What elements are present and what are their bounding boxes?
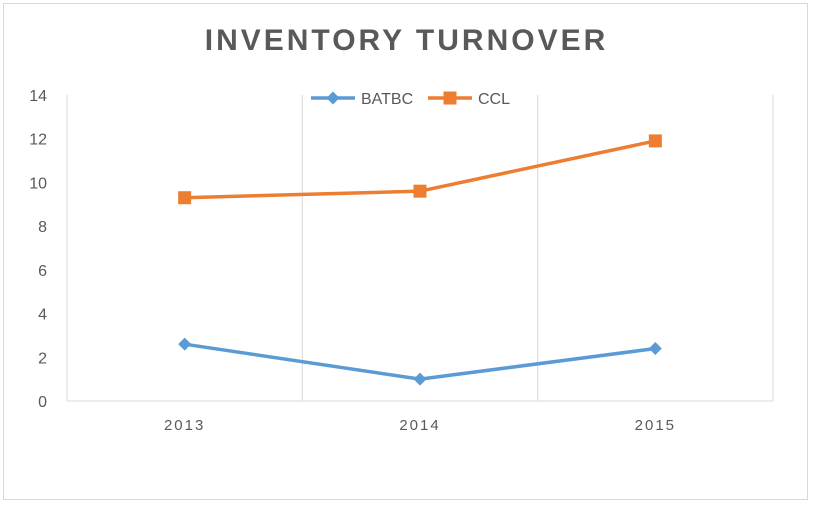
y-tick-label: 14 — [29, 88, 47, 105]
legend: BATBC CCL — [311, 91, 510, 108]
legend-marker-ccl — [443, 91, 457, 105]
y-tick-label: 12 — [29, 132, 47, 149]
gridlines — [301, 95, 774, 401]
x-tick-label: 2014 — [399, 417, 440, 434]
data-point-batbc — [178, 337, 192, 351]
data-point-ccl — [648, 134, 662, 148]
y-tick-label: 8 — [38, 219, 47, 236]
y-tick-label: 0 — [38, 394, 47, 411]
y-tick-label: 10 — [29, 175, 47, 192]
legend-label-ccl: CCL — [478, 91, 510, 108]
chart-frame — [3, 3, 808, 500]
y-tick-label: 2 — [38, 350, 47, 367]
axes: 0 2 4 6 8 10 12 14 2013 2014 2015 — [29, 88, 773, 434]
y-tick-label: 6 — [38, 263, 47, 280]
chart-title: INVENTORY TURNOVER — [204, 24, 609, 57]
legend-label-batbc: BATBC — [361, 91, 413, 108]
x-tick-label: 2015 — [635, 417, 676, 434]
series — [178, 134, 662, 386]
data-point-ccl — [178, 191, 192, 205]
data-point-batbc — [648, 342, 662, 356]
legend-marker-batbc — [326, 91, 340, 105]
data-point-ccl — [413, 184, 427, 198]
x-tick-label: 2013 — [164, 417, 205, 434]
y-tick-label: 4 — [38, 307, 47, 324]
data-point-batbc — [413, 372, 427, 386]
